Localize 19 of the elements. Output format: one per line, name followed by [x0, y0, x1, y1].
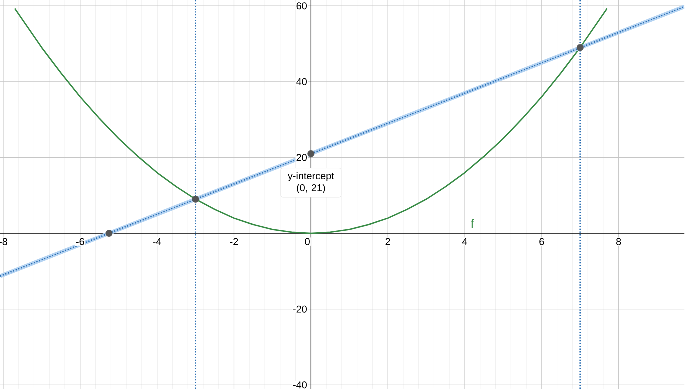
annotation: y-intercept (0, 21) [288, 172, 334, 194]
y-tick-label: -40 [293, 381, 307, 388]
x-tick-label: 4 [462, 238, 468, 245]
point [106, 230, 113, 237]
x-tick-label: 2 [386, 238, 390, 246]
y-tick-label: 20 [296, 154, 307, 162]
y-tick-label: 60 [296, 2, 307, 10]
point [576, 44, 584, 52]
y-tick-label: 40 [296, 78, 307, 86]
text: f [471, 219, 474, 228]
x-tick-label: 0 [305, 238, 310, 246]
x-tick-label: -4 [153, 238, 162, 245]
x-tick-label: -6 [76, 238, 84, 246]
y-tick-label: -20 [293, 306, 307, 313]
x-tick-label: 6 [540, 238, 544, 246]
point [308, 150, 315, 158]
x-tick-label: -2 [230, 238, 238, 246]
point [192, 196, 200, 203]
x-tick-label: 8 [616, 238, 622, 246]
